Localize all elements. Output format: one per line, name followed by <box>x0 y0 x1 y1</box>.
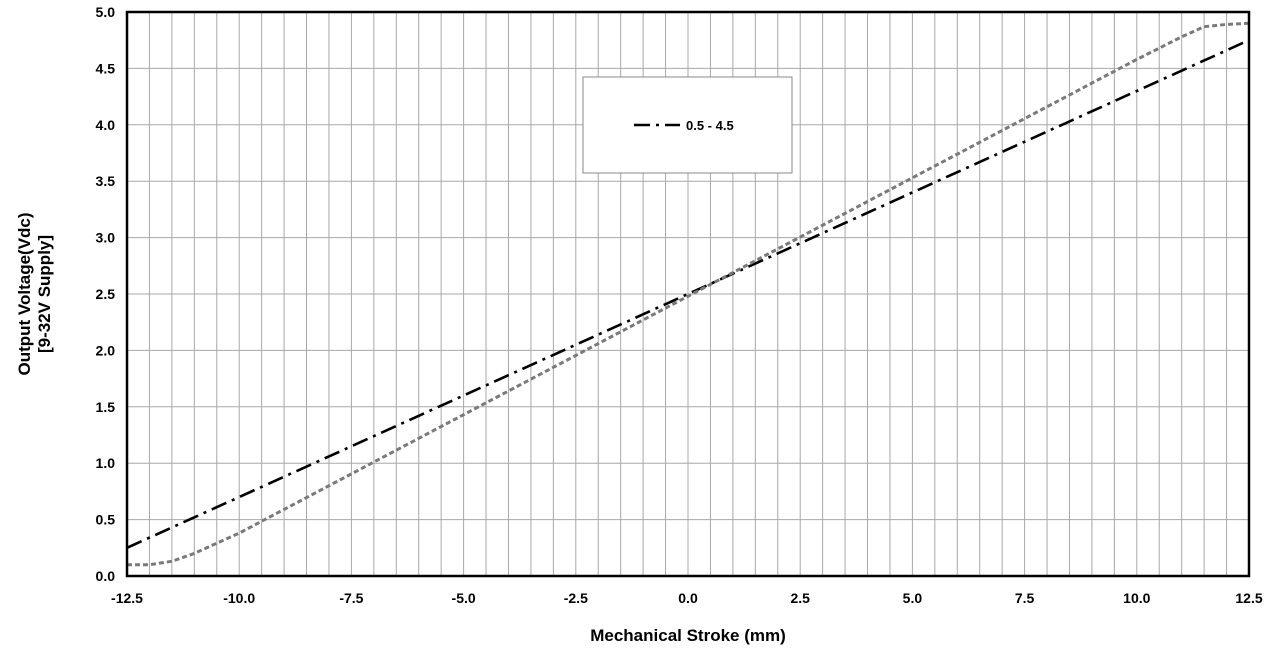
x-tick-label: -7.5 <box>339 590 363 606</box>
x-tick-label: -10.0 <box>223 590 255 606</box>
y-tick-label: 3.0 <box>96 230 116 246</box>
x-tick-label: 10.0 <box>1123 590 1150 606</box>
y-tick-label: 5.0 <box>96 4 116 20</box>
y-tick-label: 2.0 <box>96 342 116 358</box>
x-tick-label: 0.0 <box>678 590 698 606</box>
series-line-2 <box>127 21 1250 567</box>
y-tick-label: 1.0 <box>96 455 116 471</box>
x-tick-label: 2.5 <box>790 590 810 606</box>
plot-frame <box>125 10 1251 578</box>
y-axis-title-line-1: Output Voltage(Vdc) <box>15 212 34 375</box>
y-axis-title-line-2: [9-32V Supply] <box>35 235 54 353</box>
x-tick-label: 7.5 <box>1015 590 1035 606</box>
grid <box>126 11 1250 577</box>
series-layer <box>126 21 1250 567</box>
y-tick-label: 1.5 <box>96 399 116 415</box>
x-tick-label: -12.5 <box>111 590 143 606</box>
x-axis-ticks: -12.5 -10.0 -7.5 -5.0 -2.5 0.0 2.5 5.0 7.5 10.0 12… <box>111 590 1263 606</box>
y-axis-title: Output Voltage(Vdc) [9-32V Supply] <box>15 212 54 375</box>
legend-box <box>582 76 793 174</box>
y-tick-label: 2.5 <box>96 286 116 302</box>
x-tick-label: 5.0 <box>903 590 923 606</box>
y-axis-ticks: 0.0 0.5 1.0 1.5 2.0 2.5 3.0 3.5 4.0 4.5 5.0 <box>96 4 116 584</box>
y-tick-label: 0.5 <box>96 512 116 528</box>
y-tick-label: 4.5 <box>96 60 116 76</box>
legend-label: 0.5 - 4.5 <box>686 118 734 133</box>
x-tick-label: -5.0 <box>452 590 476 606</box>
x-tick-label: -2.5 <box>564 590 588 606</box>
y-tick-label: 3.5 <box>96 173 116 189</box>
y-tick-label: 0.0 <box>96 568 116 584</box>
legend: 0.5 - 4.5 <box>582 76 793 174</box>
x-tick-label: 12.5 <box>1235 590 1262 606</box>
y-tick-label: 4.0 <box>96 117 116 133</box>
x-axis-title: Mechanical Stroke (mm) <box>590 626 786 645</box>
series-line-1 <box>126 39 1250 549</box>
